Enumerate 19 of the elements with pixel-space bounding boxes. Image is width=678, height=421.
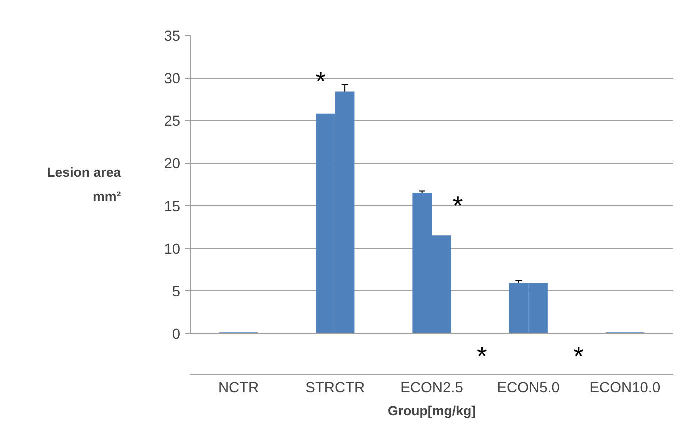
x-tick-label: ECON10.0 bbox=[590, 380, 661, 396]
y-tick-label: 15 bbox=[164, 199, 181, 216]
x-tick-label: NCTR bbox=[218, 380, 260, 396]
annotation: * bbox=[452, 190, 464, 221]
y-tick-label: 25 bbox=[164, 114, 181, 130]
text: * bbox=[574, 342, 584, 372]
x-tick-label: STRCTR bbox=[306, 380, 366, 396]
y-tick-label: 35 bbox=[164, 29, 181, 45]
x-axis-title: Group[mg/kg] bbox=[388, 404, 476, 418]
y-tick-label: 20 bbox=[164, 156, 181, 173]
y-tick-label: 10 bbox=[164, 242, 181, 258]
x-tick-label: ECON2.5 bbox=[400, 380, 464, 396]
x-tick-label: ECON5.0 bbox=[497, 380, 560, 396]
y-tick-label: 5 bbox=[172, 284, 181, 300]
y-tick-label: 0 bbox=[172, 327, 181, 343]
text: * bbox=[477, 342, 488, 372]
y-tick-label: 30 bbox=[164, 72, 181, 88]
y-axis-title: Lesion area mm² bbox=[47, 165, 122, 204]
annotation: * bbox=[316, 66, 326, 96]
